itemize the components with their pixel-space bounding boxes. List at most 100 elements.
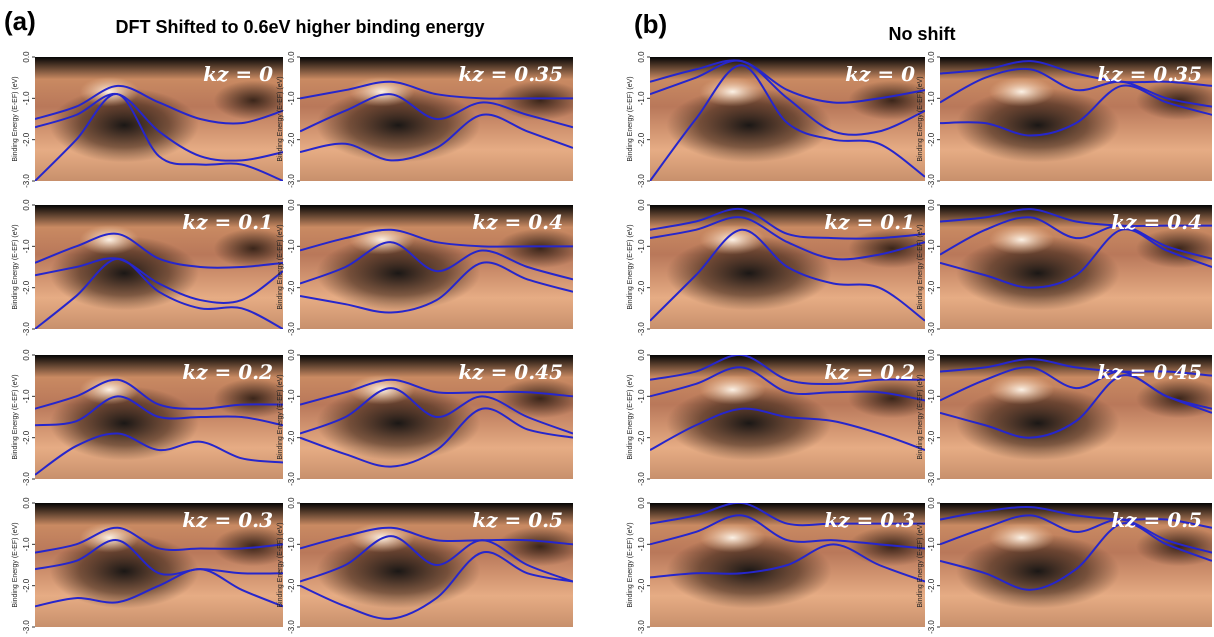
panel: 0.0 -1.0 -2.0 -3.0 Binding Energy (E-EF) (eV… — [12, 497, 283, 634]
bands — [35, 378, 283, 476]
y-tick-label: 0.0 — [22, 199, 31, 211]
band-line — [940, 374, 1212, 439]
y-tick-label: 0.0 — [22, 51, 31, 63]
y-tick-label: -3.0 — [637, 472, 646, 486]
y-tick-label: -1.0 — [637, 389, 646, 403]
y-tick-label: -3.0 — [927, 620, 936, 634]
y-tick-label: -1.0 — [22, 537, 31, 551]
band-line — [650, 64, 925, 181]
y-axis-label: Binding Energy (E-EF) (eV) — [277, 224, 284, 309]
y-tick-label: -1.0 — [22, 389, 31, 403]
band-line — [650, 503, 925, 527]
y-tick-label: -1.0 — [22, 239, 31, 253]
band-line — [35, 395, 283, 427]
y-tick-label: -3.0 — [287, 472, 296, 486]
band-line — [650, 216, 925, 261]
y-tick-label: -3.0 — [287, 322, 296, 336]
y-tick-label: -1.0 — [637, 239, 646, 253]
y-tick-label: -2.0 — [637, 430, 646, 444]
band-line — [35, 93, 283, 181]
y-tick-label: -3.0 — [287, 620, 296, 634]
kz-label: kz = 0.45 — [1097, 360, 1202, 384]
bands — [650, 59, 925, 181]
panel: 0.0 -1.0 -2.0 -3.0 Binding Energy (E-EF) (eV… — [627, 199, 925, 336]
arpes-image — [940, 355, 1212, 479]
bands — [650, 355, 925, 452]
kz-label: kz = 0 — [203, 62, 273, 86]
y-tick-label: -1.0 — [287, 239, 296, 253]
y-tick-label: -3.0 — [287, 174, 296, 188]
bands — [650, 503, 925, 583]
arpes-image — [940, 503, 1212, 627]
y-axis-label: Binding Energy (E-EF) (eV) — [917, 374, 924, 459]
band-line — [940, 228, 1212, 289]
y-axis-label: Binding Energy (E-EF) (eV) — [12, 224, 19, 309]
y-tick-label: -2.0 — [22, 430, 31, 444]
bands — [300, 80, 573, 162]
y-tick-label: 0.0 — [637, 349, 646, 361]
band-line — [650, 366, 925, 402]
kz-label: kz = 0.2 — [824, 360, 915, 384]
y-tick-label: 0.0 — [927, 199, 936, 211]
panel: 0.0 -1.0 -2.0 -3.0 Binding Energy (E-EF) (eV… — [12, 199, 283, 336]
panel: 0.0 -1.0 -2.0 -3.0 Binding Energy (E-EF) (eV… — [917, 349, 1212, 486]
panel: 0.0 -1.0 -2.0 -3.0 Binding Energy (E-EF) (eV… — [277, 199, 573, 336]
band-line — [940, 84, 1212, 137]
kz-label: kz = 0.35 — [1097, 62, 1202, 86]
band-line — [35, 432, 283, 476]
panel: 0.0 -1.0 -2.0 -3.0 Binding Energy (E-EF) (eV… — [277, 51, 573, 188]
bands — [35, 526, 283, 608]
y-tick-label: 0.0 — [927, 51, 936, 63]
bands — [300, 526, 573, 620]
bands — [300, 378, 573, 468]
band-line — [35, 526, 283, 554]
y-tick-label: -2.0 — [22, 132, 31, 146]
panel-label: (a) — [4, 6, 36, 36]
kz-label: kz = 0.1 — [182, 210, 273, 234]
y-tick-label: -3.0 — [22, 322, 31, 336]
arpes-image — [35, 503, 283, 627]
y-tick-label: -3.0 — [22, 174, 31, 188]
band-line — [300, 378, 573, 406]
y-tick-label: -1.0 — [927, 537, 936, 551]
y-tick-label: -1.0 — [22, 91, 31, 105]
panel: 0.0 -1.0 -2.0 -3.0 Binding Energy (E-EF) (eV… — [917, 51, 1212, 188]
panel-title: DFT Shifted to 0.6eV higher binding ener… — [115, 17, 484, 37]
band-line — [940, 60, 1212, 87]
band-line — [35, 93, 283, 162]
panel: 0.0 -1.0 -2.0 -3.0 Binding Energy (E-EF) (eV… — [627, 497, 925, 634]
panel: 0.0 -1.0 -2.0 -3.0 Binding Energy (E-EF) (eV… — [277, 497, 573, 634]
band-line — [940, 514, 1212, 554]
y-tick-label: -3.0 — [637, 174, 646, 188]
panel-label: (b) — [634, 9, 667, 39]
y-tick-label: -2.0 — [927, 280, 936, 294]
band-line — [940, 67, 1212, 108]
band-line — [300, 551, 573, 620]
y-axis-label: Binding Energy (E-EF) (eV) — [917, 522, 924, 607]
kz-label: kz = 0.35 — [458, 62, 563, 86]
bands — [35, 84, 283, 181]
kz-label: kz = 0.3 — [182, 508, 273, 532]
band-line — [650, 543, 925, 583]
y-tick-label: -2.0 — [637, 132, 646, 146]
y-tick-label: 0.0 — [927, 349, 936, 361]
band-line — [650, 407, 925, 452]
y-axis-label: Binding Energy (E-EF) (eV) — [627, 522, 634, 607]
kz-label: kz = 0.5 — [1111, 508, 1202, 532]
y-tick-label: 0.0 — [287, 349, 296, 361]
band-line — [300, 228, 573, 252]
y-tick-label: 0.0 — [637, 199, 646, 211]
band-line — [940, 208, 1212, 227]
y-tick-label: 0.0 — [637, 51, 646, 63]
band-line — [300, 526, 573, 550]
panel: 0.0 -1.0 -2.0 -3.0 Binding Energy (E-EF) (eV… — [277, 349, 573, 486]
band-line — [300, 241, 573, 285]
band-line — [300, 93, 573, 133]
y-axis-label: Binding Energy (E-EF) (eV) — [917, 76, 924, 161]
band-line — [940, 216, 1212, 260]
y-tick-label: -1.0 — [927, 239, 936, 253]
y-tick-label: -2.0 — [287, 578, 296, 592]
y-axis-label: Binding Energy (E-EF) (eV) — [277, 76, 284, 161]
y-axis-label: Binding Energy (E-EF) (eV) — [917, 224, 924, 309]
band-line — [35, 257, 283, 329]
